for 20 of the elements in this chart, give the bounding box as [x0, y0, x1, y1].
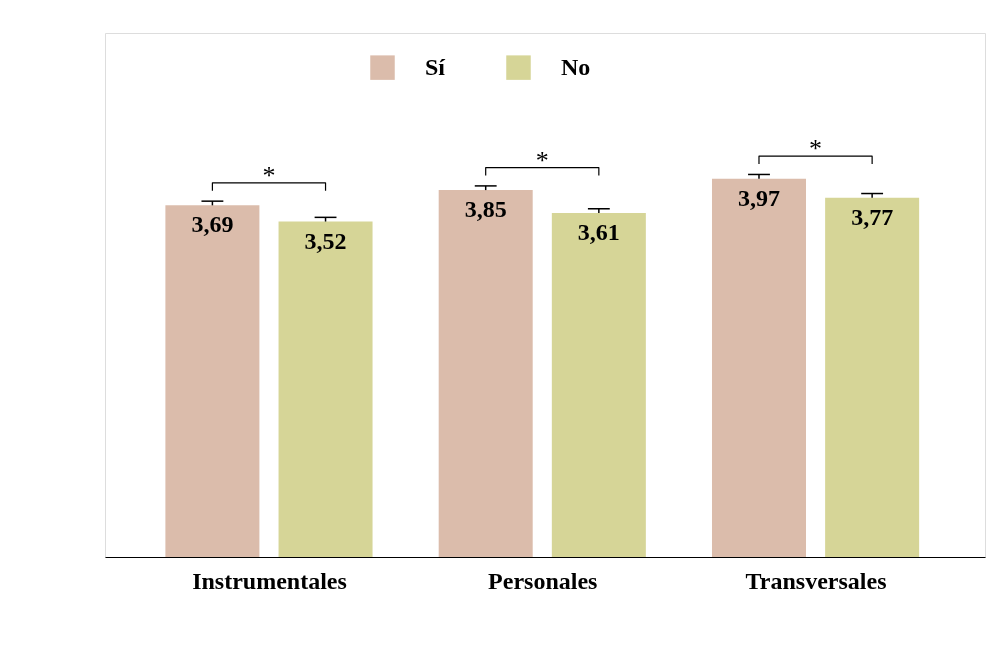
x-tick-label: Instrumentales — [192, 567, 347, 594]
data-label: 3,61 — [577, 218, 620, 245]
text: * — [535, 145, 549, 175]
bar — [438, 190, 533, 557]
data-label: 3,52 — [304, 227, 347, 254]
data-label: 3,85 — [464, 196, 507, 223]
text: * — [809, 134, 823, 164]
x-tick-label: Transversales — [745, 567, 887, 594]
bar — [551, 212, 646, 557]
bar — [165, 205, 260, 557]
bar — [278, 221, 373, 557]
data-label: 3,69 — [191, 211, 234, 238]
legend-label: Sí — [425, 53, 446, 80]
bar — [825, 197, 920, 557]
bar — [711, 178, 806, 557]
annotation: * — [262, 160, 276, 190]
data-label: 3,97 — [737, 184, 780, 211]
legend-label: No — [561, 53, 591, 80]
x-tick-label: Personales — [488, 567, 598, 594]
data-label: 3,77 — [851, 203, 894, 230]
